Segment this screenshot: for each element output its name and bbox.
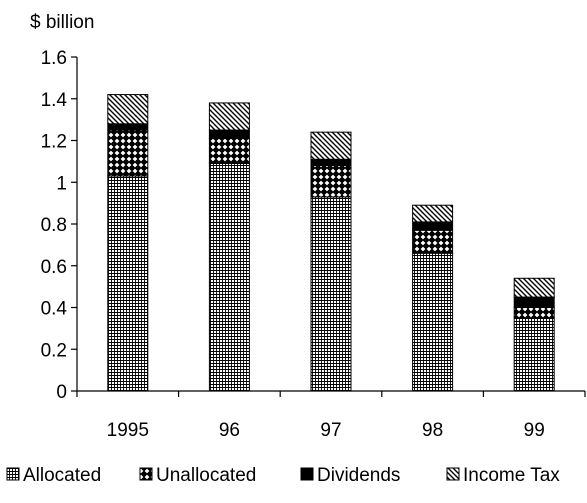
bar-segment-unallocated xyxy=(412,229,454,254)
bar-segment-income-tax xyxy=(513,277,555,298)
y-tick-label: 1.4 xyxy=(41,90,68,111)
y-axis: 0 0.2 0.4 0.6 0.8 1 1.2 1.4 1.6 xyxy=(41,48,78,403)
y-tick-label: 0 xyxy=(56,382,67,403)
bar-segment-income-tax xyxy=(412,204,454,223)
bar-segment-allocated xyxy=(208,162,250,392)
y-tick-label: 1.6 xyxy=(41,48,67,69)
y-tick-label: 1 xyxy=(56,173,67,194)
legend-swatch xyxy=(446,467,460,481)
legend-label: Unallocated xyxy=(156,465,256,486)
x-tick-label: 96 xyxy=(219,420,240,441)
bar-segment-income-tax xyxy=(208,102,250,131)
bar-segment-dividends xyxy=(310,158,352,167)
y-tick-label: 1.2 xyxy=(41,132,67,153)
legend-swatch xyxy=(6,467,20,481)
bar-segment-unallocated xyxy=(107,129,149,177)
bar-segment-income-tax xyxy=(310,131,352,160)
legend: Allocated Unallocated Dividends Income Tax xyxy=(6,465,560,486)
x-axis: 1995 96 97 98 99 xyxy=(76,390,586,441)
x-tick-label: 97 xyxy=(320,420,341,441)
bar-segment-dividends xyxy=(208,129,250,139)
bar-segment-allocated xyxy=(513,317,555,392)
bar-segment-allocated xyxy=(310,196,352,392)
x-tick-label: 98 xyxy=(422,420,443,441)
y-axis-title: $ billion xyxy=(30,12,94,33)
legend-swatch xyxy=(139,467,153,481)
legend-label: Income Tax xyxy=(463,465,560,486)
bar-segment-allocated xyxy=(107,175,149,392)
bar-segment-unallocated xyxy=(513,307,555,319)
x-tick-label: 99 xyxy=(524,420,545,441)
bar-segment-income-tax xyxy=(107,94,149,125)
y-tick-label: 0.6 xyxy=(41,257,67,278)
y-tick-label: 0.4 xyxy=(41,299,68,320)
bar-segment-dividends xyxy=(513,296,555,308)
bar-segment-dividends xyxy=(107,123,149,131)
legend-label: Dividends xyxy=(317,465,400,486)
bar-segment-dividends xyxy=(412,221,454,231)
bar-segment-allocated xyxy=(412,252,454,392)
bar-segment-unallocated xyxy=(310,165,352,198)
legend-label: Allocated xyxy=(23,465,101,486)
bars xyxy=(107,94,555,392)
y-tick-label: 0.2 xyxy=(41,340,67,361)
legend-swatch xyxy=(300,467,314,481)
x-tick-label: 1995 xyxy=(107,420,149,441)
bar-segment-unallocated xyxy=(208,137,250,164)
y-tick-label: 0.8 xyxy=(41,215,67,236)
